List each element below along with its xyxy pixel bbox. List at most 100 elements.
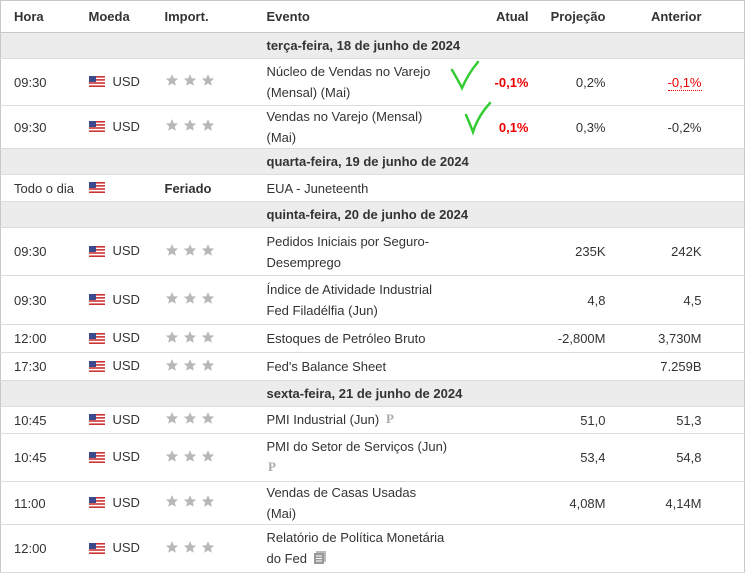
previous-value: -0,2% <box>667 119 702 135</box>
previous-value: 4,14M <box>665 495 702 511</box>
column-header: Hora <box>0 0 79 33</box>
event-name: PMI do Setor de Serviços (Jun) <box>266 438 448 454</box>
forecast <box>536 352 614 381</box>
previous: 7.259B <box>613 352 710 381</box>
flag-icon <box>88 410 105 431</box>
previous-value: 4,5 <box>683 292 702 308</box>
flag-icon <box>88 117 105 138</box>
time: Todo o dia <box>0 174 79 202</box>
currency-code: USD <box>112 540 140 556</box>
flag-icon <box>88 242 105 263</box>
forecast: 51,0 <box>536 406 614 434</box>
forecast: 0,2% <box>536 58 614 106</box>
day-spacer <box>0 148 257 175</box>
event-icon: P <box>385 410 396 431</box>
previous: 4,5 <box>613 275 710 325</box>
flag-icon <box>88 357 105 378</box>
event: PMI do Setor de Serviços (Jun) P <box>256 433 462 482</box>
row-spacer <box>709 406 745 434</box>
header-row: Hora Moeda Import. Evento Atual Projeção Anter… <box>0 0 745 33</box>
importance: Feriado <box>156 174 257 202</box>
star-icon <box>183 448 197 469</box>
star-icon <box>165 357 179 378</box>
actual <box>461 406 537 434</box>
actual <box>461 324 537 353</box>
star-icon <box>201 72 215 93</box>
star-icon <box>165 72 179 93</box>
event-row: 09:30 USD Pedidos Iniciais por Seguro-Dese… <box>0 227 745 276</box>
star-icon <box>183 329 197 350</box>
currency-code: USD <box>112 243 140 259</box>
time: 09:30 <box>0 105 79 149</box>
time: 10:45 <box>0 406 79 434</box>
flag-icon <box>88 539 105 560</box>
svg-text:P: P <box>268 460 276 473</box>
star-icon <box>165 242 179 263</box>
star-icon <box>201 329 215 350</box>
time: 11:00 <box>0 481 79 525</box>
row-spacer <box>709 524 745 573</box>
table-body: terça-feira, 18 de junho de 2024 09:30 USD… <box>0 32 745 573</box>
day-row: terça-feira, 18 de junho de 2024 <box>0 32 745 59</box>
star-icon <box>165 117 179 138</box>
event-row: 12:00 USD Relatório de Política Monetária … <box>0 524 745 573</box>
importance-label: Feriado <box>164 180 212 196</box>
star-icon <box>201 410 215 431</box>
currency: USD <box>78 352 157 381</box>
row-spacer <box>709 352 745 381</box>
day-label: quinta-feira, 20 de junho de 2024 <box>256 201 745 228</box>
event: Índice de Atividade Industrial Fed Filad… <box>256 275 462 325</box>
day-label: sexta-feira, 21 de junho de 2024 <box>256 380 745 407</box>
previous-value: 242K <box>671 244 702 259</box>
event-name: Índice de Atividade Industrial Fed Filad… <box>266 282 433 318</box>
forecast-value: 53,4 <box>580 450 606 465</box>
forecast-value: -2,800M <box>557 331 606 346</box>
row-spacer <box>709 275 745 325</box>
event-row: 17:30 USD Fed's Balance Sheet 7.259B <box>0 352 745 381</box>
star-icon <box>201 242 215 263</box>
day-label: terça-feira, 18 de junho de 2024 <box>256 32 745 59</box>
time: 12:00 <box>0 524 79 573</box>
row-spacer <box>709 324 745 353</box>
importance <box>156 227 257 276</box>
event: Relatório de Política Monetária do Fed <box>256 524 462 573</box>
time: 12:00 <box>0 324 79 353</box>
event-row: 09:30 USD Vendas no Varejo (Mensal) (Mai) 0… <box>0 105 745 149</box>
event-name: Pedidos Iniciais por Seguro-Desemprego <box>266 233 430 270</box>
column-header: Atual <box>461 0 537 33</box>
importance <box>156 58 257 106</box>
day-spacer <box>0 380 257 407</box>
actual-value: 0,1% <box>498 119 529 135</box>
row-spacer <box>709 174 745 202</box>
event-row: 10:45 USD PMI do Setor de Serviços (Jun) P 5… <box>0 433 745 482</box>
currency: USD <box>78 227 157 276</box>
column-header: Evento <box>256 0 462 33</box>
event-row: 11:00 USD Vendas de Casas Usadas (Mai) 4,08… <box>0 481 745 525</box>
importance <box>156 352 257 381</box>
star-icon <box>201 357 215 378</box>
day-row: quinta-feira, 20 de junho de 2024 <box>0 201 745 228</box>
forecast: 53,4 <box>536 433 614 482</box>
day-label: quarta-feira, 19 de junho de 2024 <box>256 148 745 175</box>
star-icon <box>165 329 179 350</box>
star-icon <box>183 539 197 560</box>
actual <box>461 481 537 525</box>
currency-code: USD <box>112 494 140 510</box>
event: Núcleo de Vendas no Varejo (Mensal) (Mai… <box>256 58 462 106</box>
currency: USD <box>78 275 157 325</box>
importance <box>156 406 257 434</box>
flag-icon <box>88 178 105 199</box>
previous-value: 7.259B <box>660 359 702 374</box>
currency-code: USD <box>112 118 140 134</box>
actual: -0,1% <box>461 58 537 106</box>
currency-code: USD <box>112 330 140 346</box>
star-icon <box>183 117 197 138</box>
previous: -0,2% <box>613 105 710 149</box>
flag-icon <box>88 290 105 311</box>
currency: USD <box>78 481 157 525</box>
column-header: Import. <box>156 0 257 33</box>
forecast-value: 4,8 <box>587 292 606 308</box>
star-icon <box>183 290 197 311</box>
previous <box>613 174 710 202</box>
forecast-value: 235K <box>575 244 606 259</box>
